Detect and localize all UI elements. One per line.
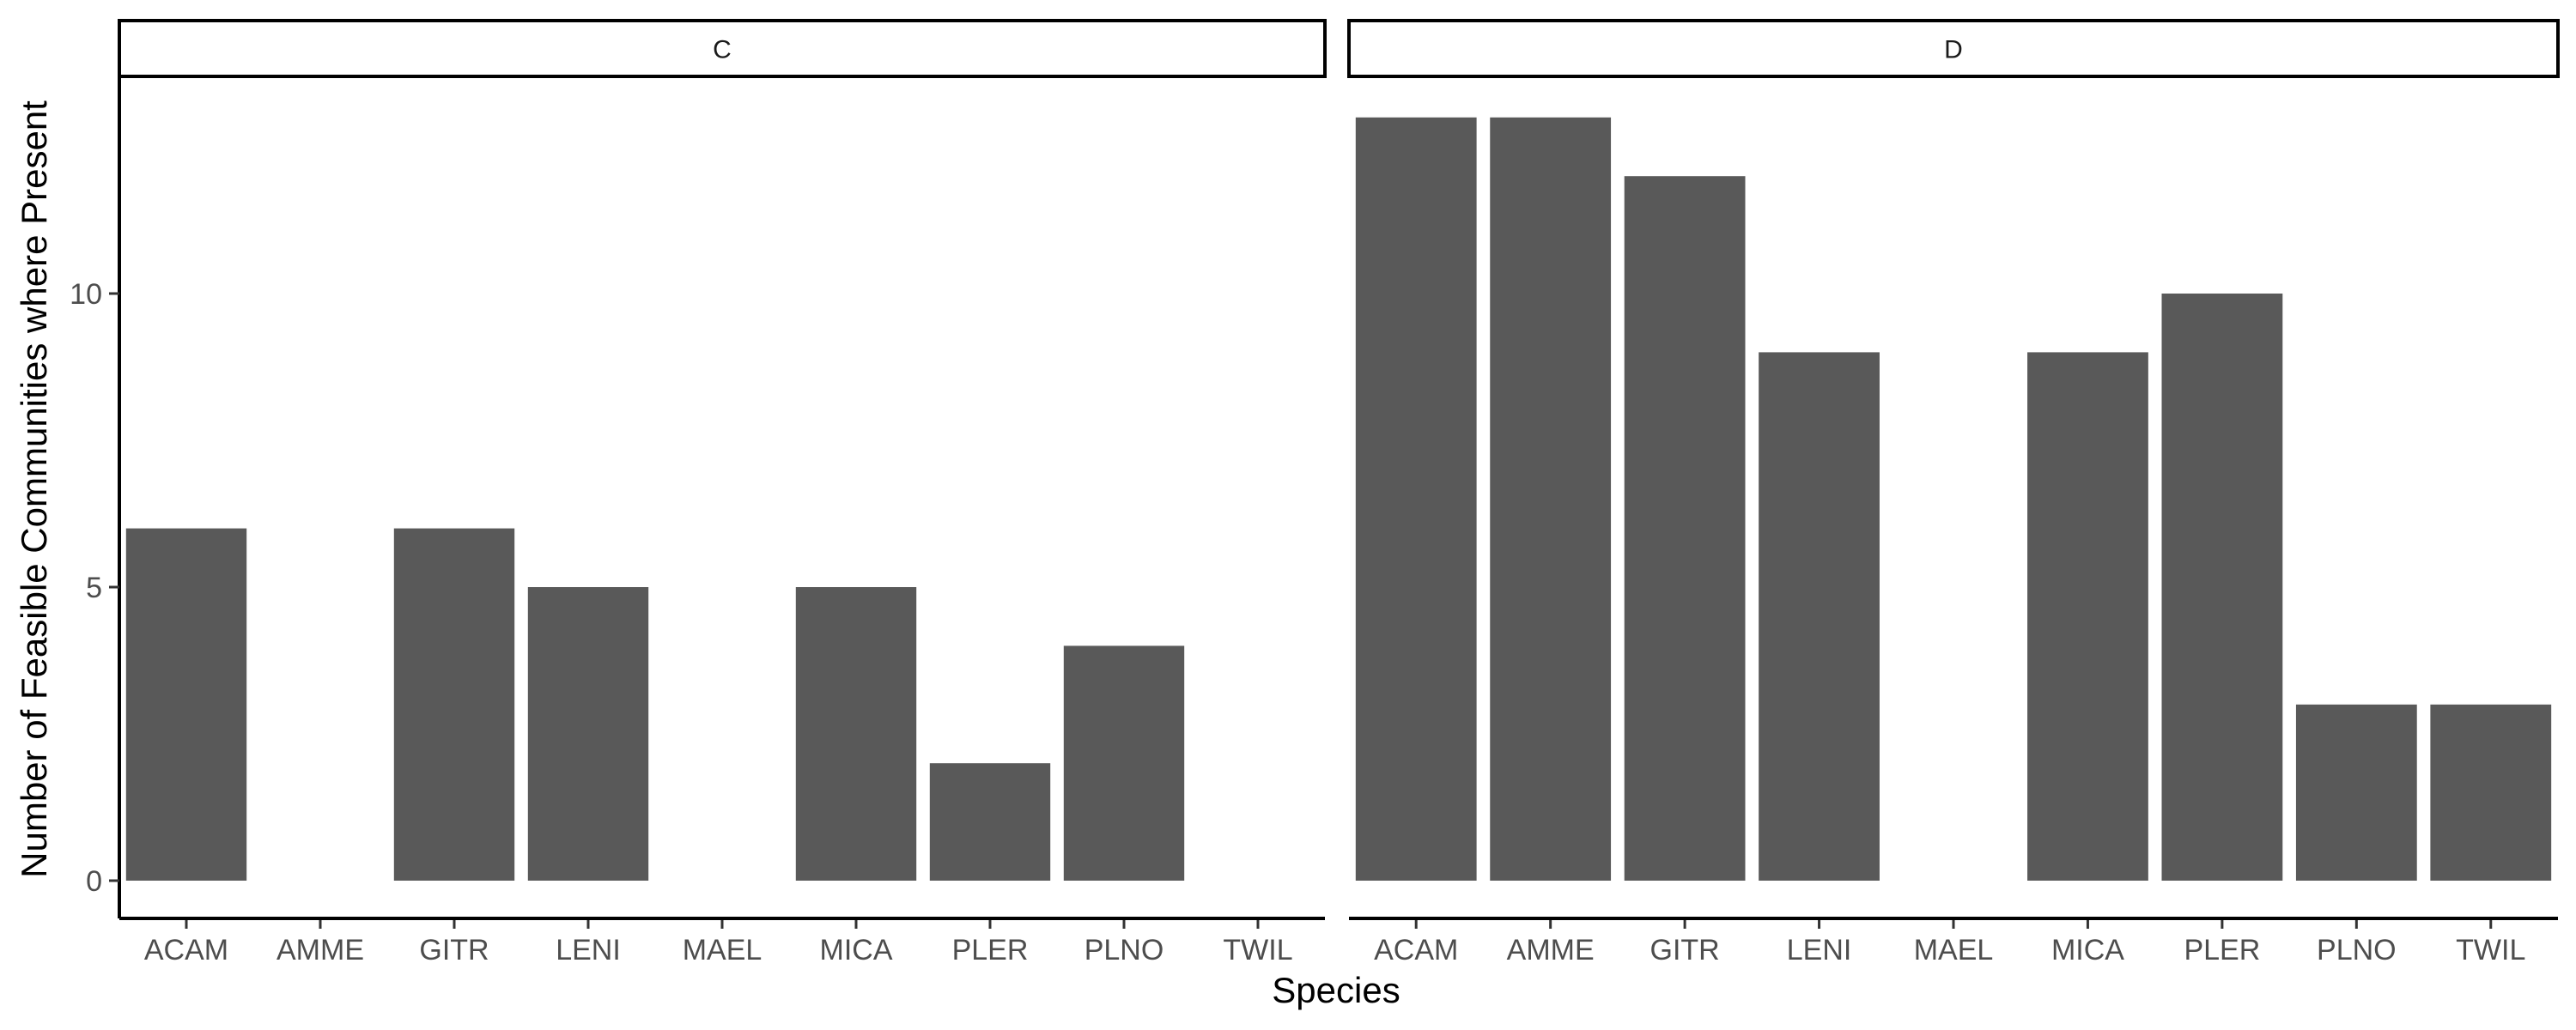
bar-pler — [929, 763, 1051, 881]
bar-gitr — [393, 528, 515, 881]
x-tick-label: GITR — [419, 934, 489, 966]
panel-C: C ACAM AMME GITR LENI MAEL MICA PLER PLNO TWIL — [118, 19, 1327, 966]
bar-plno — [1063, 645, 1185, 881]
bar-gitr — [1624, 176, 1746, 881]
x-tick-label: ACAM — [144, 934, 228, 966]
x-tick-label: LENI — [1787, 934, 1852, 966]
x-tick-label: AMME — [1507, 934, 1595, 966]
bar-acam — [125, 528, 247, 881]
bar-leni — [1759, 352, 1880, 881]
x-tick-label: LENI — [556, 934, 621, 966]
y-tick-label: 5 — [86, 572, 102, 604]
x-tick-label: MICA — [2051, 934, 2124, 966]
x-tick-label: ACAM — [1374, 934, 1458, 966]
bar-plno — [2295, 704, 2417, 881]
bar-amme — [1490, 117, 1612, 882]
x-tick-label: PLER — [952, 934, 1029, 966]
y-tick-label: 0 — [86, 865, 102, 898]
x-axis-title: Species — [1272, 970, 1400, 1010]
x-tick-label: PLNO — [2317, 934, 2397, 966]
facet-strip — [118, 19, 1327, 78]
bar-pler — [2161, 294, 2283, 881]
x-tick-label: GITR — [1650, 934, 1720, 966]
y-axis: 0 5 10 — [70, 76, 121, 918]
panel-D: D ACAM AMME GITR LENI MAEL MICA PLER PLNO TWIL — [1347, 19, 2560, 966]
y-axis-title: Number of Feasible Communities where Pre… — [14, 100, 54, 878]
bar-mica — [795, 587, 917, 881]
bar-leni — [527, 587, 649, 881]
facet-strip-label: D — [1944, 36, 1963, 64]
facet-strip — [1347, 19, 2560, 78]
panels-layer: C ACAM AMME GITR LENI MAEL MICA PLER PLNO TWIL D AC… — [118, 19, 2560, 966]
x-tick-label: AMME — [276, 934, 364, 966]
bar-twil — [2430, 704, 2552, 881]
y-tick-label: 10 — [70, 278, 102, 311]
facet-strip-label: C — [713, 36, 732, 64]
x-tick-label: PLER — [2184, 934, 2260, 966]
x-tick-label: PLNO — [1084, 934, 1164, 966]
x-tick-label: TWIL — [1223, 934, 1292, 966]
x-tick-label: MAEL — [1914, 934, 1994, 966]
bar-acam — [1355, 117, 1477, 882]
bar-mica — [2027, 352, 2148, 881]
x-tick-label: MICA — [820, 934, 893, 966]
x-tick-label: MAEL — [683, 934, 762, 966]
x-tick-label: TWIL — [2456, 934, 2525, 966]
